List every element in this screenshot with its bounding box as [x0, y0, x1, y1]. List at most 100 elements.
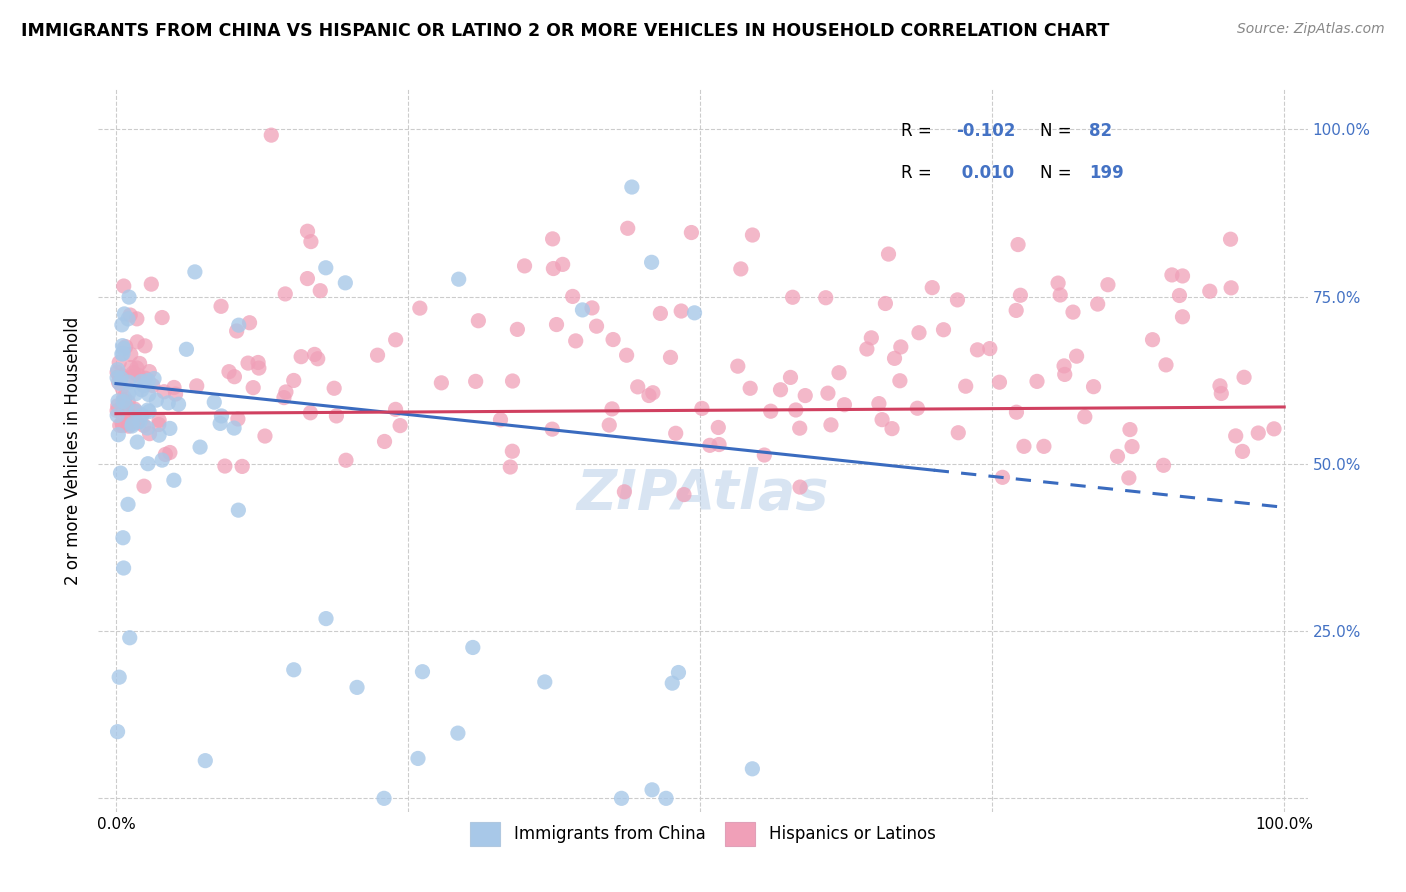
- Point: [236, 356, 259, 370]
- Point: [118, 290, 141, 304]
- Point: [136, 457, 159, 471]
- Point: [120, 308, 142, 322]
- Point: [730, 261, 752, 276]
- Point: [209, 299, 232, 313]
- Point: [610, 791, 633, 805]
- Point: [117, 419, 139, 434]
- Point: [138, 387, 160, 401]
- Point: [870, 412, 893, 426]
- Point: [828, 366, 851, 380]
- Point: [167, 397, 190, 411]
- Point: [1233, 370, 1256, 384]
- Legend: Immigrants from China, Hispanics or Latinos: Immigrants from China, Hispanics or Lati…: [463, 814, 943, 854]
- Point: [585, 319, 607, 334]
- Point: [991, 470, 1014, 484]
- Point: [759, 404, 782, 418]
- Point: [665, 426, 688, 441]
- Point: [1142, 333, 1164, 347]
- Text: R =: R =: [901, 122, 938, 140]
- Point: [1053, 359, 1076, 373]
- Point: [121, 369, 143, 384]
- Point: [966, 343, 988, 357]
- Point: [111, 416, 134, 430]
- Point: [118, 375, 141, 389]
- Point: [335, 453, 357, 467]
- Point: [384, 333, 406, 347]
- Point: [107, 399, 129, 413]
- Point: [159, 445, 181, 459]
- Point: [875, 296, 897, 310]
- Point: [1032, 439, 1054, 453]
- Point: [638, 388, 661, 402]
- Point: [533, 674, 555, 689]
- Point: [117, 311, 139, 326]
- Point: [1066, 349, 1088, 363]
- Point: [1012, 439, 1035, 453]
- Point: [741, 227, 763, 242]
- Point: [546, 318, 568, 332]
- Point: [513, 259, 536, 273]
- Point: [543, 261, 565, 276]
- Point: [112, 342, 135, 356]
- Point: [430, 376, 453, 390]
- Point: [740, 381, 762, 395]
- Point: [112, 394, 135, 409]
- Point: [299, 235, 322, 249]
- Point: [613, 484, 636, 499]
- Text: 199: 199: [1088, 164, 1123, 182]
- Point: [209, 409, 232, 423]
- Point: [132, 418, 155, 433]
- Point: [932, 323, 955, 337]
- Point: [142, 378, 165, 392]
- Point: [309, 284, 332, 298]
- Text: N =: N =: [1040, 122, 1077, 140]
- Point: [602, 333, 624, 347]
- Point: [1219, 232, 1241, 246]
- Point: [148, 417, 170, 432]
- Point: [1049, 288, 1071, 302]
- Point: [1154, 358, 1177, 372]
- Point: [564, 334, 586, 348]
- Point: [108, 670, 131, 684]
- Point: [112, 307, 135, 321]
- Point: [118, 386, 141, 401]
- Point: [769, 383, 792, 397]
- Point: [118, 416, 141, 430]
- Point: [105, 365, 128, 379]
- Point: [948, 425, 970, 440]
- Point: [754, 448, 776, 462]
- Point: [105, 403, 128, 417]
- Point: [238, 316, 260, 330]
- Point: [107, 724, 129, 739]
- Point: [108, 418, 131, 433]
- Point: [224, 369, 246, 384]
- Point: [138, 426, 160, 441]
- Point: [124, 404, 146, 418]
- Point: [111, 381, 134, 395]
- Point: [367, 348, 389, 362]
- Point: [112, 561, 135, 575]
- Point: [1107, 450, 1129, 464]
- Point: [128, 356, 150, 370]
- Point: [141, 277, 163, 292]
- Point: [143, 371, 166, 385]
- Point: [283, 374, 305, 388]
- Text: -0.102: -0.102: [956, 122, 1015, 140]
- Point: [889, 374, 911, 388]
- Point: [1153, 458, 1175, 473]
- Point: [671, 304, 693, 318]
- Point: [1047, 276, 1070, 290]
- Point: [541, 422, 564, 436]
- Point: [218, 365, 240, 379]
- Point: [165, 387, 187, 401]
- Point: [727, 359, 749, 374]
- Point: [1118, 471, 1140, 485]
- Point: [226, 412, 249, 426]
- Point: [307, 351, 329, 366]
- Point: [641, 782, 664, 797]
- Point: [122, 366, 145, 380]
- Point: [880, 422, 903, 436]
- Point: [132, 479, 155, 493]
- Point: [283, 663, 305, 677]
- Point: [946, 293, 969, 307]
